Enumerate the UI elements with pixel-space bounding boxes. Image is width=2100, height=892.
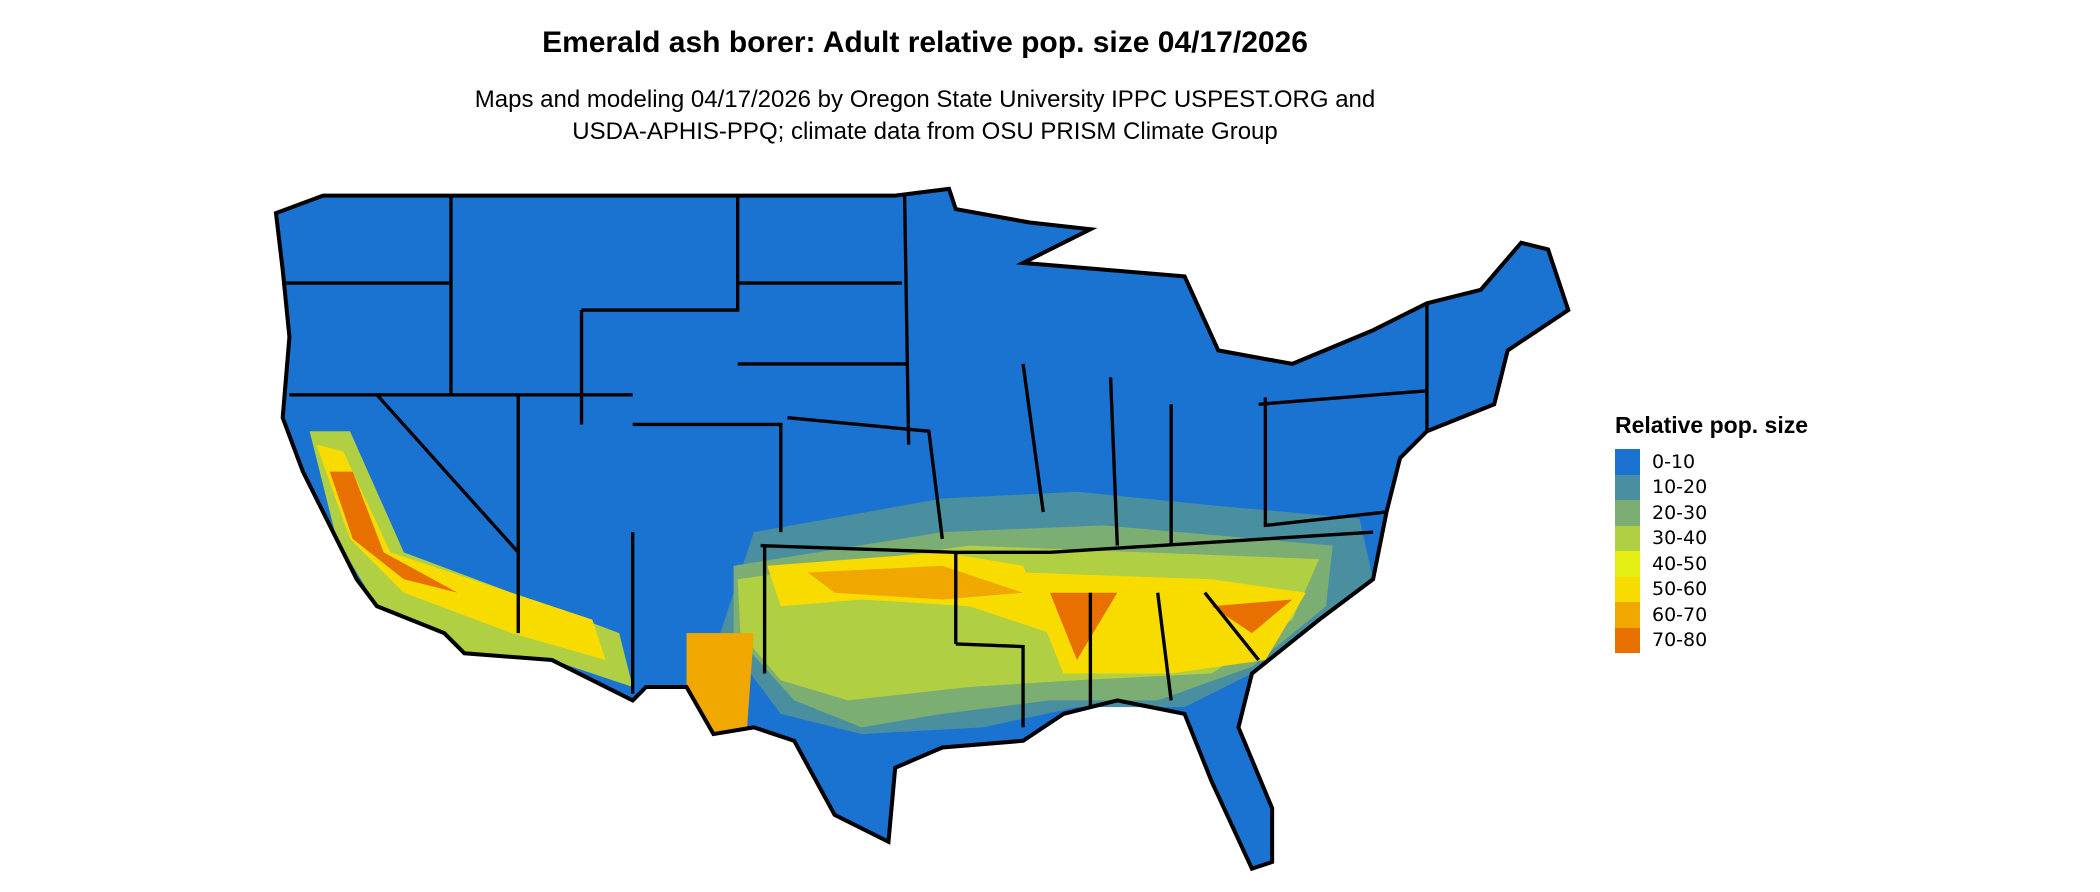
pop-size-region-70-80 — [1050, 592, 1118, 661]
pop-size-region-70-80 — [1211, 599, 1293, 634]
legend-swatch — [1615, 500, 1640, 526]
legend-swatch — [1615, 602, 1640, 628]
legend-item: 10-20 — [1615, 474, 1808, 500]
legend-title: Relative pop. size — [1615, 412, 1809, 438]
legend: Relative pop. size 0-10 10-20 20-30 30-40 40… — [1615, 412, 1808, 653]
legend-label: 60-70 — [1652, 603, 1708, 626]
pop-size-region-50-60 — [316, 444, 606, 661]
legend-label: 20-30 — [1652, 501, 1708, 524]
legend-label: 40-50 — [1652, 552, 1708, 575]
legend-label: 70-80 — [1652, 629, 1708, 652]
legend-swatch — [1615, 627, 1640, 653]
legend-item: 50-60 — [1615, 576, 1808, 602]
pop-size-region-60-70 — [686, 633, 754, 735]
legend-label: 0-10 — [1652, 450, 1696, 473]
map-subtitle-line-2: USDA-APHIS-PPQ; climate data from OSU PR… — [572, 118, 1278, 145]
legend-swatch — [1615, 474, 1640, 500]
legend-item: 20-30 — [1615, 500, 1808, 526]
legend-swatch — [1615, 576, 1640, 602]
us-outline — [273, 186, 1571, 872]
legend-label: 50-60 — [1652, 578, 1708, 601]
legend-label: 10-20 — [1652, 476, 1708, 499]
legend-swatch — [1615, 449, 1640, 475]
pop-size-region-60-70 — [807, 565, 1024, 600]
pop-size-region-70-80 — [329, 471, 458, 593]
map-title: Emerald ash borer: Adult relative pop. s… — [542, 26, 1308, 59]
state-borders — [285, 195, 1429, 728]
legend-swatch — [1615, 525, 1640, 551]
legend-item: 40-50 — [1615, 551, 1808, 577]
legend-item: 0-10 — [1615, 449, 1808, 475]
map-subtitle-line-1: Maps and modeling 04/17/2026 by Oregon S… — [474, 86, 1376, 113]
legend-item: 30-40 — [1615, 525, 1808, 551]
legend-label: 30-40 — [1652, 527, 1708, 550]
legend-item: 60-70 — [1615, 602, 1808, 628]
legend-item: 70-80 — [1615, 627, 1808, 653]
legend-swatch — [1615, 551, 1640, 577]
